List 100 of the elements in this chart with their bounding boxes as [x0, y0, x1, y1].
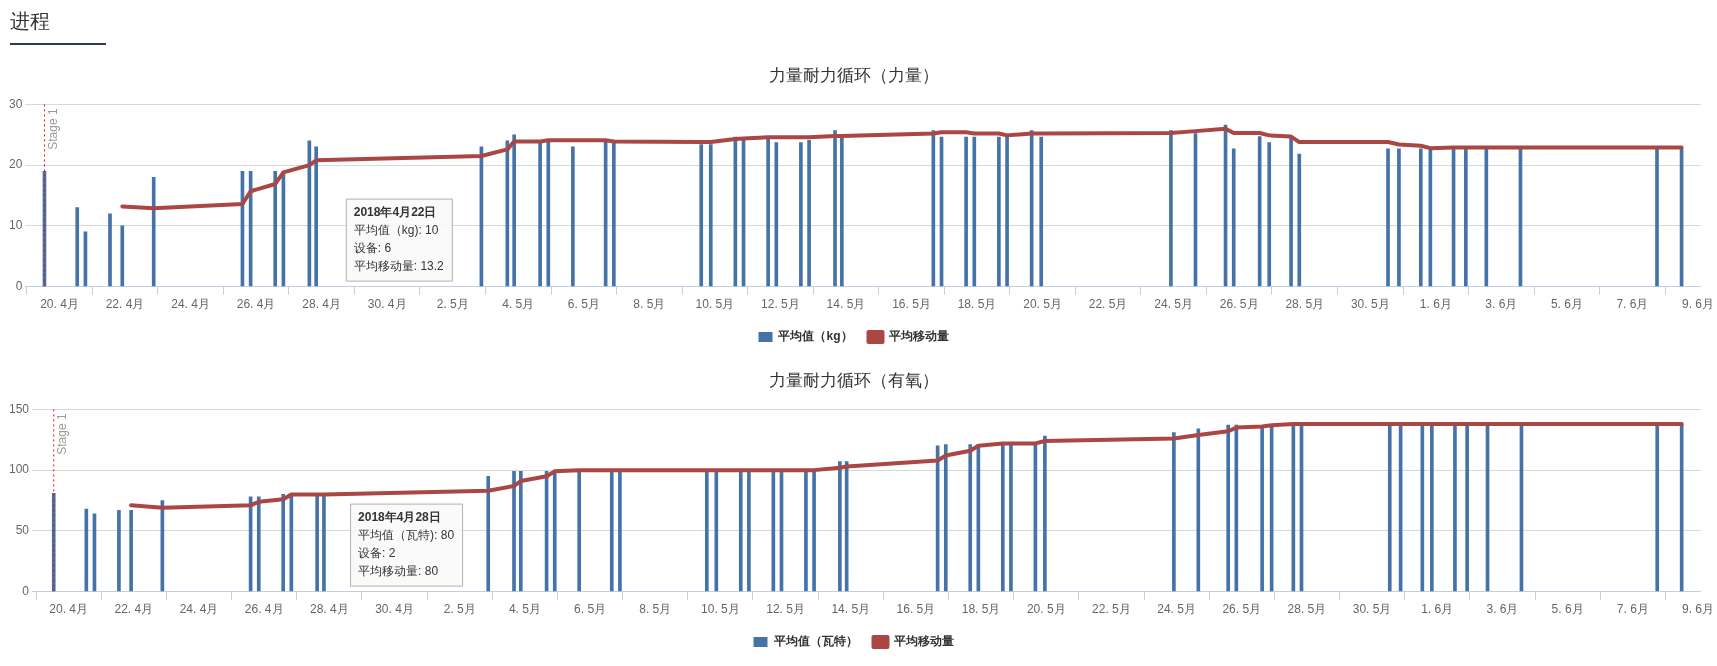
bar	[281, 494, 286, 592]
bar	[1430, 423, 1434, 592]
bar	[699, 144, 704, 287]
x-tick-label: 26. 4月	[244, 602, 284, 617]
x-tick-label: 7. 6月	[1616, 602, 1649, 617]
x-tick-label: 20. 4月	[40, 297, 79, 312]
legend-label: 平均移动量	[892, 634, 954, 649]
bar	[1226, 424, 1231, 592]
x-tick-label: 26. 5月	[1219, 297, 1259, 312]
x-tick-label: 8. 5月	[639, 602, 672, 617]
x-tick-label: 28. 4月	[310, 602, 349, 617]
bar	[1655, 423, 1660, 592]
annotation: 平均值（瓦特): 80	[358, 527, 455, 542]
bar	[1005, 136, 1009, 287]
x-tick-label: 30. 5月	[1352, 602, 1392, 617]
bar	[1039, 136, 1044, 287]
bar	[997, 136, 1001, 287]
x-tick-label: 22. 4月	[114, 602, 154, 617]
bar	[708, 144, 713, 287]
bar	[812, 469, 816, 592]
x-tick-label: 6. 5月	[574, 602, 607, 617]
bar	[766, 138, 770, 287]
bar	[609, 469, 614, 592]
bar	[51, 492, 56, 592]
bar	[512, 134, 516, 287]
x-tick-label: 24. 5月	[1154, 297, 1193, 312]
x-tick-label: 16. 5月	[896, 602, 936, 617]
y-tick-label: 0	[22, 583, 30, 598]
x-tick-label: 16. 5月	[892, 297, 931, 312]
x-tick-label: 20. 4月	[49, 602, 89, 617]
y-tick-label: 100	[8, 462, 30, 477]
x-tick-label: 5. 6月	[1551, 602, 1584, 617]
text: 进程	[10, 8, 106, 45]
bar	[1169, 130, 1173, 287]
legend-label: 平均移动量	[887, 329, 949, 344]
x-tick-label: 28. 5月	[1287, 602, 1327, 617]
bar	[833, 130, 837, 287]
x-tick-label: 22. 5月	[1088, 297, 1128, 312]
bar	[117, 509, 121, 592]
annotation: 平均移动量: 80	[358, 563, 439, 578]
x-tick-label: 3. 6月	[1485, 297, 1518, 312]
bar	[1453, 423, 1457, 592]
bar	[747, 469, 751, 592]
bar	[151, 176, 156, 287]
bar	[120, 225, 125, 287]
bar	[75, 207, 80, 287]
x-tick-label: 2. 5月	[436, 297, 469, 312]
bar	[968, 444, 973, 592]
x-tick-label: 8. 5月	[633, 297, 666, 312]
x-tick-label: 20. 5月	[1026, 602, 1066, 617]
x-tick-label: 18. 5月	[961, 602, 1001, 617]
annotation: 设备: 6	[353, 240, 392, 255]
bar	[840, 137, 844, 287]
bar	[1418, 148, 1423, 287]
bar	[807, 139, 811, 287]
x-tick-label: 14. 5月	[826, 297, 866, 312]
x-tick-label: 22. 5月	[1092, 602, 1131, 617]
bar	[838, 461, 842, 592]
bar	[314, 146, 319, 287]
bar	[1484, 148, 1489, 287]
legend-label: 平均值（瓦特）	[772, 634, 858, 649]
bar	[577, 469, 582, 592]
bar	[1289, 138, 1293, 287]
x-tick-label: 18. 5月	[957, 297, 997, 312]
bar	[1297, 153, 1302, 287]
x-tick-label: 20. 5月	[1023, 297, 1062, 312]
x-tick-label: 1. 6月	[1421, 602, 1454, 617]
bar	[1387, 423, 1392, 592]
x-tick-label: 22. 4月	[105, 297, 145, 312]
bar	[1679, 423, 1684, 592]
x-tick-label: 26. 5月	[1222, 602, 1262, 617]
x-tick-label: 28. 4月	[302, 297, 341, 312]
x-tick-label: 30. 4月	[375, 602, 414, 617]
x-tick-label: 1. 6月	[1419, 297, 1452, 312]
x-tick-label: 9. 6月	[1681, 297, 1714, 312]
bar	[538, 140, 542, 287]
bar	[1043, 435, 1047, 592]
y-tick-label: 50	[15, 523, 30, 538]
annotation: 平均移动量: 13.2	[353, 258, 445, 273]
x-tick-label: 4. 5月	[502, 297, 535, 312]
bar	[1655, 148, 1659, 287]
bar	[799, 142, 803, 287]
ref-line-label: Stage 1	[45, 108, 60, 150]
bar	[1000, 443, 1005, 592]
x-tick-label: 14. 5月	[831, 602, 871, 617]
bar	[943, 444, 948, 592]
x-tick-label: 24. 5月	[1157, 602, 1196, 617]
x-tick-label: 5. 6月	[1550, 297, 1583, 312]
annotation: 平均值（kg): 10	[353, 222, 439, 237]
y-tick-label: 30	[8, 96, 23, 111]
annotation: 2018年4月28日	[358, 509, 441, 524]
x-tick-label: 12. 5月	[761, 297, 800, 312]
bar	[1172, 432, 1176, 592]
x-tick-label: 30. 5月	[1350, 297, 1390, 312]
x-tick-label: 6. 5月	[567, 297, 600, 312]
bar	[256, 496, 261, 592]
bar	[322, 494, 326, 592]
x-tick-label: 12. 5月	[766, 602, 805, 617]
x-tick-label: 26. 4月	[236, 297, 276, 312]
bar	[964, 136, 968, 287]
